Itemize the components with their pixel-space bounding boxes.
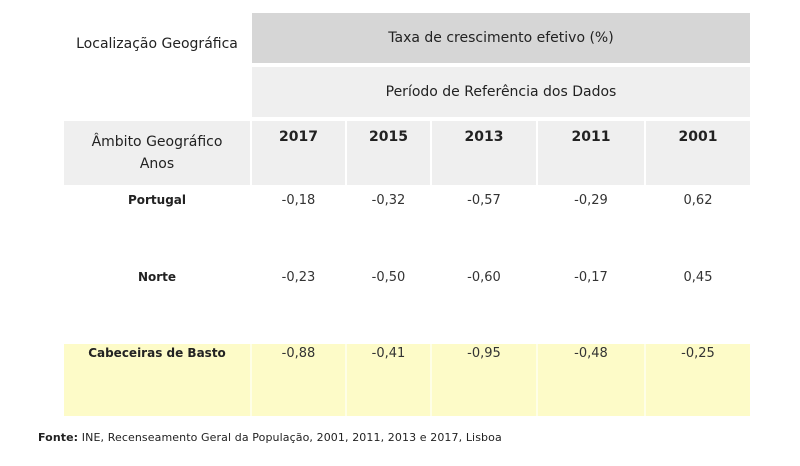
value-cell: -0,41 xyxy=(371,345,406,361)
value-cell: 0,45 xyxy=(683,269,713,285)
value-cell: -0,88 xyxy=(281,345,316,361)
highlight-separator xyxy=(430,344,432,416)
value-cell: -0,17 xyxy=(574,269,608,285)
row-label-portugal: Portugal xyxy=(127,193,187,207)
band-separator xyxy=(536,121,538,185)
year-header-2017: 2017 xyxy=(279,129,318,145)
year-header-2001: 2001 xyxy=(678,129,718,145)
value-cell: -0,18 xyxy=(281,192,316,208)
value-cell: -0,29 xyxy=(574,192,608,208)
highlight-separator xyxy=(644,344,646,416)
band-separator xyxy=(430,121,432,185)
value-cell: -0,50 xyxy=(371,269,406,285)
highlight-separator xyxy=(250,344,252,416)
value-cell: -0,23 xyxy=(281,269,316,285)
reference-period-header: Período de Referência dos Dados xyxy=(252,67,750,117)
location-header-label: Localização Geográfica xyxy=(76,36,238,52)
highlight-separator xyxy=(536,344,538,416)
ambito-header-cell: Âmbito Geográfico Anos xyxy=(64,121,250,185)
table-title-header: Taxa de crescimento efetivo (%) xyxy=(252,13,750,63)
year-header-2013: 2013 xyxy=(464,129,504,145)
source-label: Fonte: xyxy=(38,431,79,444)
highlighted-row-background xyxy=(64,344,750,416)
highlight-separator xyxy=(345,344,347,416)
row-label-norte: Norte xyxy=(137,270,177,284)
band-separator xyxy=(250,121,252,185)
value-cell: 0,62 xyxy=(683,192,713,208)
band-separator xyxy=(644,121,646,185)
year-header-2011: 2011 xyxy=(571,129,611,145)
anos-label: Anos xyxy=(139,156,175,172)
value-cell: -0,60 xyxy=(467,269,501,285)
value-cell: -0,95 xyxy=(467,345,501,361)
value-cell: -0,25 xyxy=(681,345,715,361)
value-cell: -0,57 xyxy=(467,192,501,208)
row-label-cabeceiras-de-basto: Cabeceiras de Basto xyxy=(88,346,226,360)
year-header-band xyxy=(64,121,750,185)
band-separator xyxy=(345,121,347,185)
source-note: Fonte: INE, Recenseamento Geral da Popul… xyxy=(38,431,502,444)
value-cell: -0,48 xyxy=(574,345,608,361)
value-cell: -0,32 xyxy=(371,192,406,208)
year-header-2015: 2015 xyxy=(369,129,408,145)
source-text: INE, Recenseamento Geral da População, 2… xyxy=(81,431,502,444)
ambito-label: Âmbito Geográfico xyxy=(91,134,223,150)
